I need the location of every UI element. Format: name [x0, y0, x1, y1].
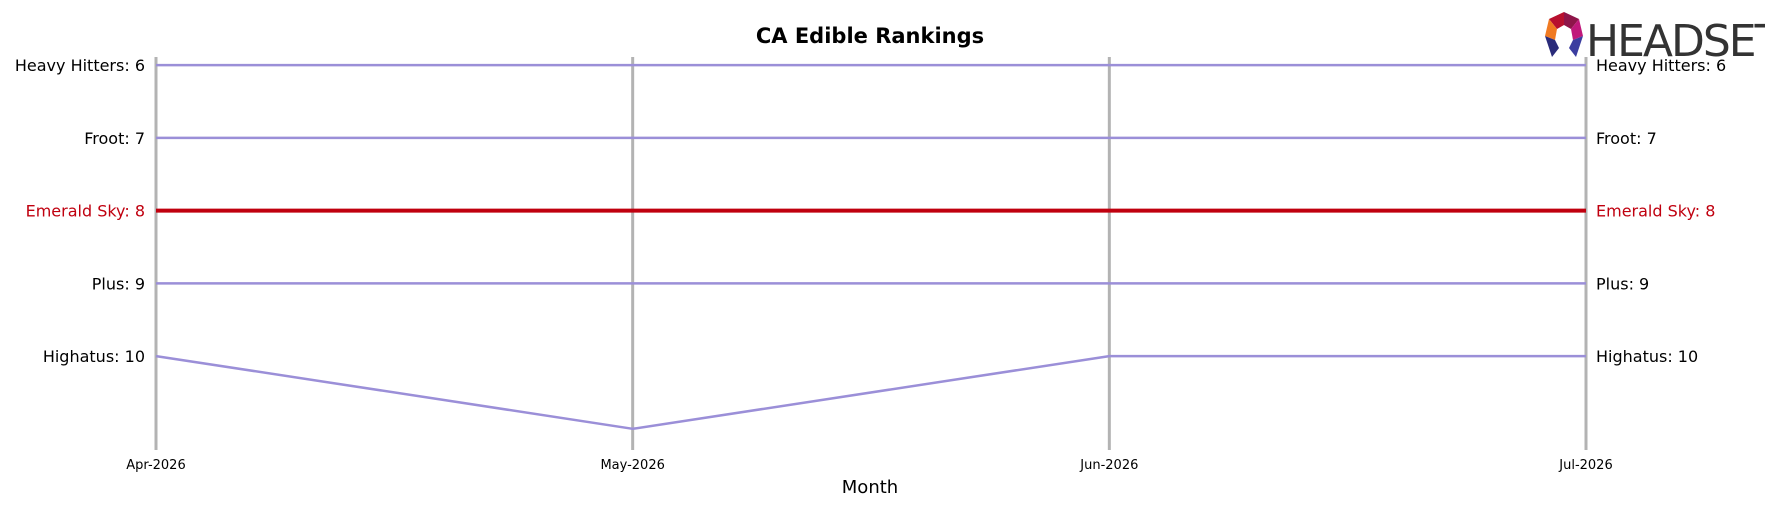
end-label-froot: Froot: 7 — [1596, 129, 1657, 148]
start-label-froot: Froot: 7 — [84, 129, 145, 148]
series-labels: Heavy Hitters: 6 Heavy Hitters: 6 Froot: 7… — [15, 56, 1726, 366]
end-label-heavy-hitters: Heavy Hitters: 6 — [1596, 56, 1726, 75]
end-label-highatus: Highatus: 10 — [1596, 347, 1698, 366]
start-label-emerald-sky: Emerald Sky: 8 — [26, 202, 145, 221]
x-axis-label: Month — [842, 477, 898, 498]
headset-logo-text: HEADSET — [1586, 16, 1765, 67]
series-line-highatus — [155, 354, 1586, 431]
start-label-highatus: Highatus: 10 — [43, 347, 145, 366]
start-label-heavy-hitters: Heavy Hitters: 6 — [15, 56, 145, 75]
end-label-emerald-sky: Emerald Sky: 8 — [1596, 202, 1715, 221]
x-tick-labels: Apr-2026 May-2026 Jun-2026 Jul-2026 — [126, 458, 1612, 473]
headset-logo-mark — [1545, 12, 1583, 57]
end-label-plus: Plus: 9 — [1596, 274, 1649, 293]
series-lines — [155, 63, 1586, 431]
x-tick-label: Apr-2026 — [126, 458, 185, 473]
x-tick-label: May-2026 — [600, 458, 664, 473]
chart-title: CA Edible Rankings — [756, 24, 984, 48]
x-tick-label: Jul-2026 — [1558, 458, 1612, 473]
headset-logo: HEADSET — [1545, 12, 1765, 67]
gridlines — [154, 57, 1588, 450]
start-label-plus: Plus: 9 — [92, 274, 145, 293]
x-tick-label: Jun-2026 — [1079, 458, 1138, 473]
